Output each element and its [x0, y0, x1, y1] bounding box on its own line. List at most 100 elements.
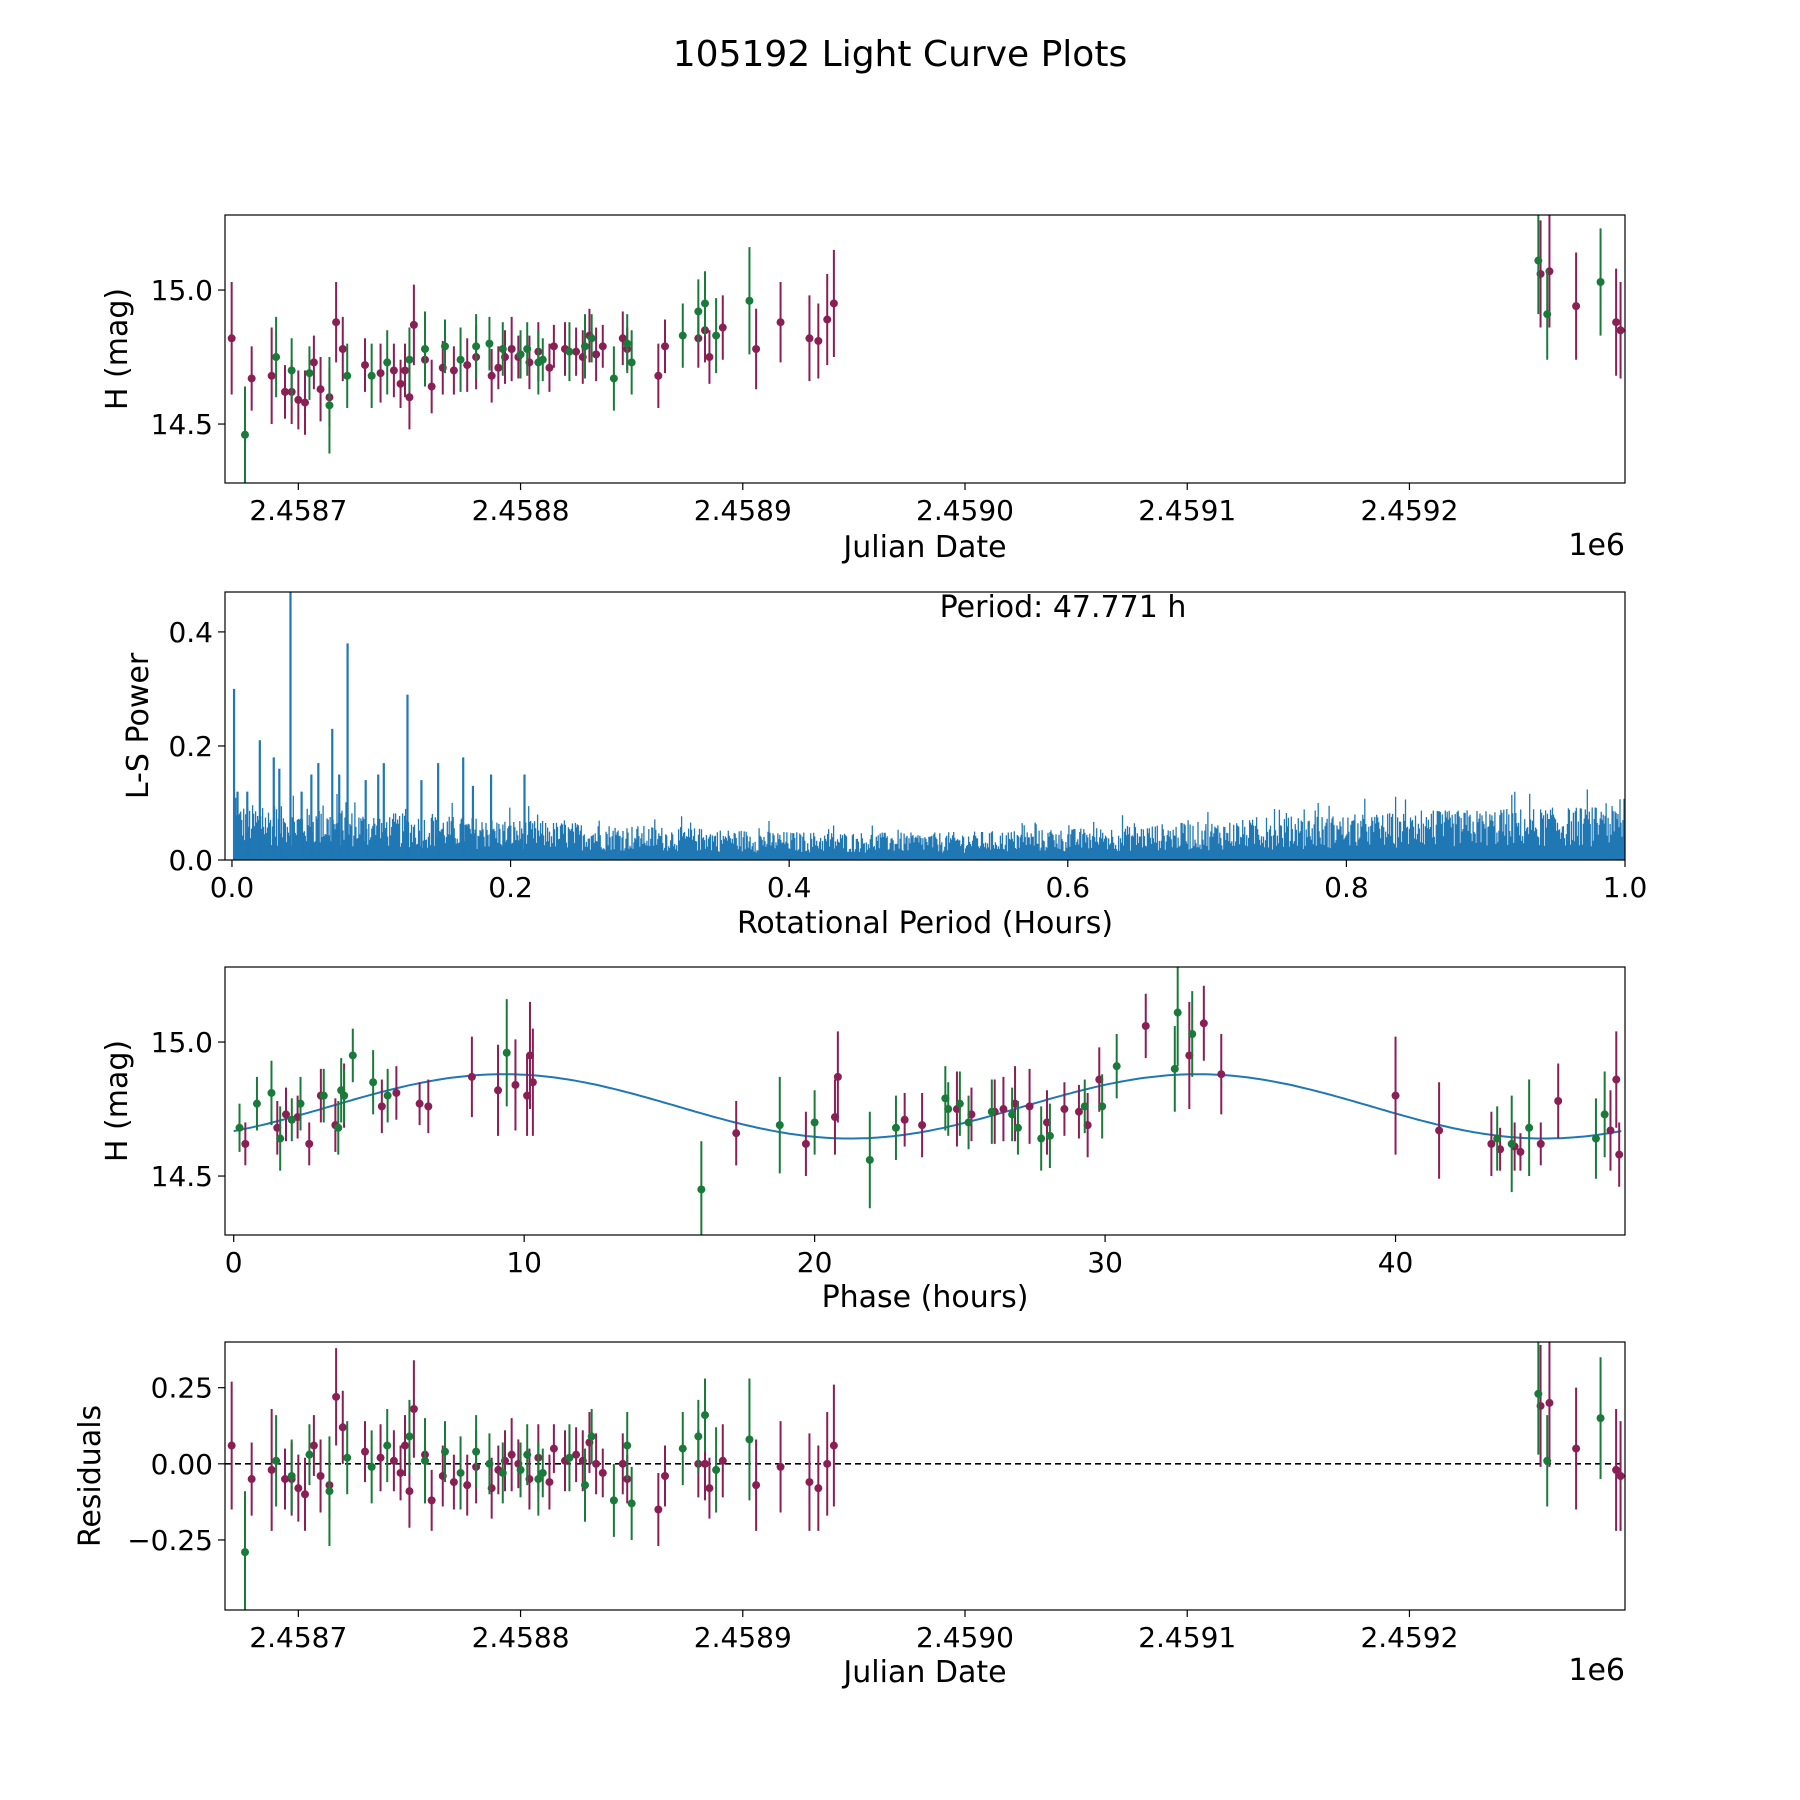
- phase-point: [525, 1051, 534, 1060]
- lightcurve-point: [678, 331, 687, 340]
- phase-point: [252, 1099, 261, 1108]
- lightcurve-point: [572, 347, 581, 356]
- residuals-point: [823, 1459, 832, 1468]
- phase-x-tick-label: 0: [225, 1246, 243, 1279]
- residuals-point: [332, 1392, 341, 1401]
- residuals-point: [441, 1447, 449, 1456]
- residuals-y-tick-label: 0.25: [151, 1372, 213, 1405]
- residuals-x-tick-label: 2.4590: [916, 1621, 1014, 1654]
- periodogram-x-tick-label: 0.4: [767, 871, 812, 904]
- phase-point: [1615, 1150, 1624, 1159]
- periodogram-period-annotation: Period: 47.771 h: [940, 590, 1187, 625]
- residuals-point: [814, 1484, 823, 1493]
- residuals-point: [241, 1548, 249, 1557]
- residuals-point: [598, 1468, 607, 1477]
- residuals-point: [752, 1481, 761, 1490]
- lightcurve-point: [316, 385, 325, 394]
- lightcurve-point: [609, 374, 618, 383]
- lightcurve-point: [396, 379, 405, 388]
- phase-point: [900, 1115, 909, 1124]
- phase-point: [1060, 1105, 1069, 1114]
- residuals-point: [565, 1453, 574, 1462]
- periodogram-y-label: L-S Power: [121, 652, 156, 799]
- residuals-point: [538, 1468, 547, 1477]
- phase-axes-frame: [224, 966, 1626, 1236]
- lightcurve-x-tick-label: 2.4588: [472, 494, 570, 527]
- lightcurve-point: [494, 363, 503, 372]
- lightcurve-point: [752, 345, 761, 353]
- phase-point: [987, 1107, 996, 1116]
- lightcurve-point: [694, 307, 703, 316]
- residuals-series-g: [241, 1342, 1605, 1610]
- phase-y-tick-label: 15.0: [151, 1026, 213, 1059]
- residuals-point: [305, 1450, 314, 1459]
- lightcurve-point: [598, 342, 607, 351]
- residuals-point: [421, 1456, 429, 1465]
- panel-phase: 0 10 20 30 40 14.5 15.0 Phase (hours) H (mag): [100, 966, 1626, 1315]
- figure-title: 105192 Light Curve Plots: [673, 34, 1127, 75]
- lightcurve-point: [661, 342, 669, 351]
- lightcurve-point: [456, 355, 465, 364]
- lightcurve-x-tick-label: 2.4587: [249, 494, 347, 527]
- phase-point: [415, 1099, 424, 1108]
- phase-point: [377, 1102, 386, 1111]
- residuals-point: [516, 1465, 525, 1474]
- residuals-point: [301, 1490, 309, 1499]
- lightcurve-point: [745, 296, 754, 305]
- phase-point: [1170, 1064, 1179, 1073]
- residuals-point: [718, 1456, 727, 1465]
- residuals-x-tick-label: 2.4587: [249, 1621, 347, 1654]
- lightcurve-point: [592, 350, 601, 359]
- residuals-point: [405, 1487, 414, 1496]
- residuals-axes-frame: [224, 1341, 1626, 1611]
- lightcurve-point: [654, 371, 663, 380]
- residuals-point: [623, 1441, 632, 1450]
- lightcurve-point: [367, 371, 376, 380]
- phase-point: [1199, 1019, 1208, 1028]
- lightcurve-x-label: Julian Date: [841, 530, 1006, 565]
- phase-point: [1080, 1102, 1089, 1111]
- residuals-point: [694, 1432, 703, 1441]
- residuals-point: [545, 1478, 554, 1487]
- phase-point: [1507, 1139, 1516, 1148]
- periodogram-line: [234, 789, 1625, 860]
- phase-point: [1391, 1091, 1400, 1100]
- residuals-point: [485, 1459, 494, 1468]
- lightcurve-point: [776, 318, 785, 327]
- phase-point: [1554, 1097, 1563, 1105]
- lightcurve-point: [338, 345, 347, 353]
- lightcurve-point: [241, 430, 249, 439]
- residuals-y-label: Residuals: [73, 1405, 108, 1547]
- residuals-point: [456, 1468, 465, 1477]
- phase-point: [467, 1072, 476, 1081]
- lightcurve-series-r: [227, 215, 1625, 435]
- phase-x-tick-label: 10: [506, 1246, 542, 1279]
- residuals-point: [701, 1459, 709, 1468]
- lightcurve-point: [361, 361, 369, 370]
- phase-series-g: [235, 967, 1609, 1235]
- residuals-point: [534, 1475, 543, 1484]
- phase-x-label: Phase (hours): [822, 1280, 1029, 1315]
- phase-point: [810, 1118, 819, 1127]
- phase-ticks: 0 10 20 30 40 14.5 15.0: [151, 1026, 1414, 1279]
- phase-point: [241, 1139, 250, 1148]
- phase-point: [1600, 1110, 1609, 1119]
- periodogram-x-tick-label: 0.2: [488, 871, 533, 904]
- residuals-x-label: Julian Date: [841, 1655, 1006, 1690]
- phase-point: [1188, 1030, 1197, 1038]
- residuals-x-tick-label: 2.4588: [472, 1621, 570, 1654]
- phase-point: [801, 1139, 810, 1148]
- residuals-point: [409, 1405, 418, 1413]
- phase-point: [334, 1123, 343, 1132]
- panel-lightcurve: 2.4587 2.4588 2.4589 2.4590 2.4591 2.4592 14.5…: [100, 214, 1626, 565]
- residuals-point: [472, 1447, 481, 1456]
- lightcurve-point: [343, 371, 352, 380]
- lightcurve-series-g: [241, 215, 1605, 483]
- lightcurve-point: [718, 323, 727, 332]
- periodogram-x-tick-label: 0.6: [1046, 871, 1091, 904]
- lightcurve-x-tick-label: 2.4589: [694, 494, 792, 527]
- residuals-point: [367, 1462, 376, 1471]
- phase-point: [1098, 1102, 1107, 1111]
- lightcurve-x-tick-label: 2.4592: [1360, 494, 1458, 527]
- phase-point: [340, 1091, 349, 1100]
